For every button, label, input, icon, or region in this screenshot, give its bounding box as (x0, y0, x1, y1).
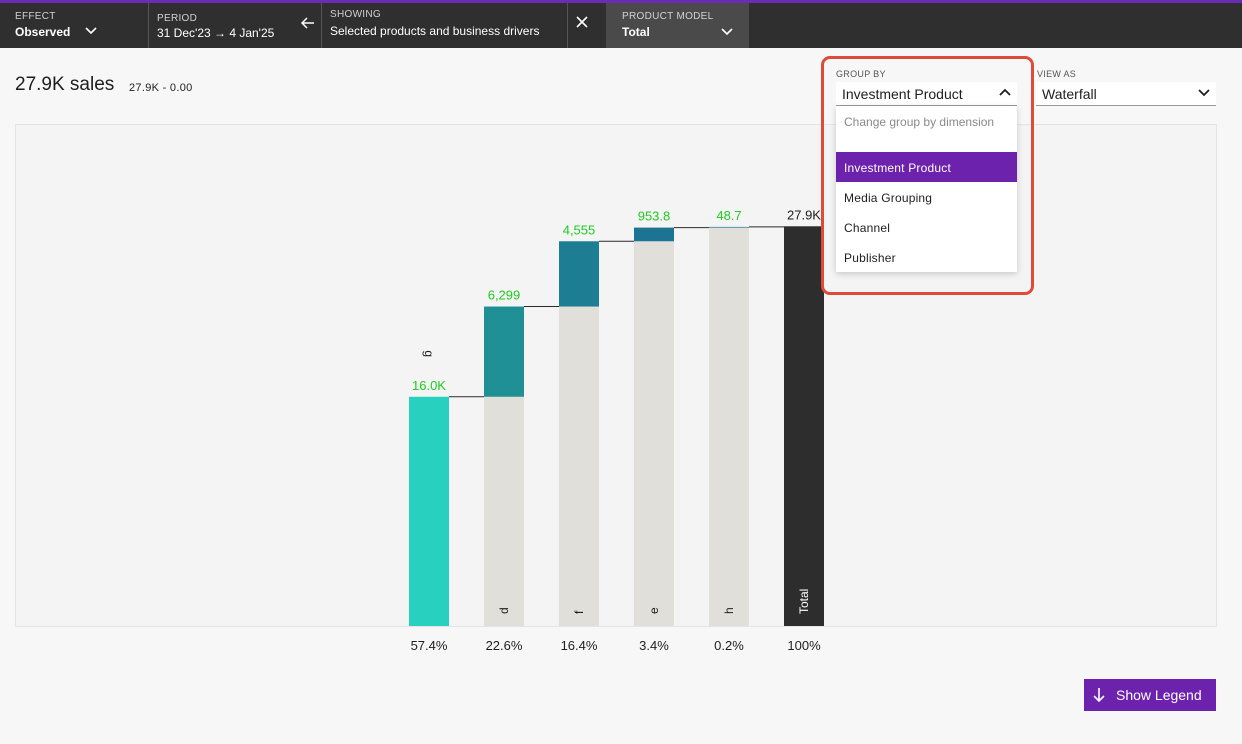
value-label-d: 6,299 (488, 288, 521, 303)
share-label-Total: 100% (787, 638, 821, 653)
value-label-Total: 27.9K (787, 207, 821, 222)
category-label-g: g (422, 350, 436, 357)
show-legend-label: Show Legend (1116, 687, 1202, 703)
showing-label: SHOWING (330, 9, 381, 20)
view-as-value: Waterfall (1042, 86, 1097, 102)
dropdown-hint: Change group by dimension (844, 115, 995, 129)
waterfall-base-f (559, 306, 599, 626)
waterfall-base-h (709, 227, 749, 626)
showing-filter[interactable]: SHOWING Selected products and business d… (322, 3, 567, 48)
chevron-down-icon (1198, 89, 1210, 97)
effect-label: EFFECT (15, 11, 56, 22)
share-label-g: 57.4% (411, 638, 448, 653)
show-legend-button[interactable]: Show Legend (1084, 679, 1216, 711)
arrow-left-icon[interactable] (300, 15, 316, 31)
category-label-d: d (497, 607, 511, 614)
divider (148, 3, 149, 48)
category-label-h: h (722, 607, 736, 614)
chevron-up-icon (999, 88, 1011, 96)
product-model-value: Total (622, 25, 650, 39)
page-title: 27.9K sales (15, 74, 115, 95)
period-label: PERIOD (157, 13, 198, 24)
share-label-d: 22.6% (486, 638, 523, 653)
waterfall-bar-e (634, 227, 674, 242)
product-model-label: PRODUCT MODEL (622, 11, 714, 22)
share-label-e: 3.4% (639, 638, 669, 653)
showing-value: Selected products and business drivers (330, 24, 540, 38)
option-channel[interactable]: Channel (844, 221, 891, 235)
waterfall-base-e (634, 241, 674, 626)
waterfall-bar-f (559, 241, 599, 307)
period-filter[interactable]: PERIOD 31 Dec'23 → 4 Jan'25 (149, 3, 321, 48)
value-label-h: 48.7 (716, 208, 741, 223)
category-label-f: f (572, 610, 586, 614)
chevron-down-icon (721, 28, 733, 36)
share-label-h: 0.2% (714, 638, 744, 653)
category-label-e: e (647, 607, 661, 614)
sales-range: 27.9K - 0.00 (129, 82, 193, 94)
share-label-f: 16.4% (561, 638, 598, 653)
waterfall-base-d (484, 396, 524, 626)
product-model-filter[interactable]: PRODUCT MODEL Total (606, 3, 749, 48)
period-value: 31 Dec'23 → 4 Jan'25 (157, 26, 275, 40)
waterfall-bar-d (484, 306, 524, 397)
waterfall-bar-total (784, 226, 824, 626)
waterfall-bar-h (709, 226, 749, 228)
category-label-Total: Total (797, 589, 811, 614)
divider (567, 3, 568, 48)
group-by-dropdown: Change group by dimension Investment Pro… (836, 106, 1017, 272)
effect-value: Observed (15, 25, 71, 39)
chart-panel (15, 124, 1217, 627)
effect-filter[interactable]: EFFECT Observed (0, 3, 148, 48)
view-as-label: VIEW AS (1037, 69, 1077, 79)
divider (321, 3, 322, 48)
top-filter-bar: EFFECT Observed PERIOD 31 Dec'23 → 4 Jan… (0, 0, 1242, 48)
group-by-value: Investment Product (842, 86, 963, 102)
option-publisher[interactable]: Publisher (844, 251, 896, 265)
arrow-down-icon (1093, 688, 1105, 703)
chevron-down-icon (85, 27, 97, 35)
option-media-grouping[interactable]: Media Grouping (844, 191, 933, 205)
close-icon[interactable] (575, 15, 589, 29)
value-label-e: 953.8 (638, 209, 671, 224)
value-label-g: 16.0K (412, 378, 446, 393)
option-investment-product[interactable]: Investment Product (836, 152, 1017, 182)
view-as-select[interactable]: Waterfall (1036, 82, 1216, 106)
value-label-f: 4,555 (563, 222, 596, 237)
group-by-select[interactable]: Investment Product (836, 82, 1017, 106)
waterfall-bar-g (409, 396, 449, 626)
group-by-label: GROUP BY (836, 69, 886, 79)
